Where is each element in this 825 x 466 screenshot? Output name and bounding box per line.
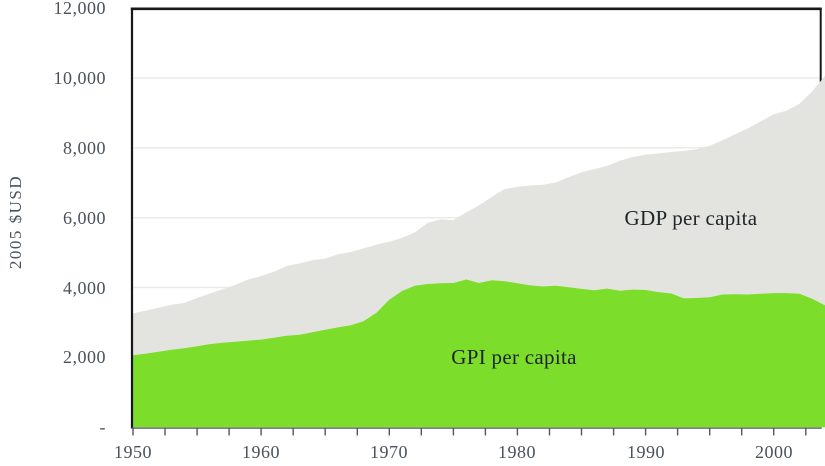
x-tick-label: 1970 [370, 442, 408, 462]
x-tick-label: 2000 [755, 442, 793, 462]
x-tick-label: 1990 [627, 442, 665, 462]
x-tick-label: 1950 [114, 442, 152, 462]
gpi-area [133, 279, 825, 428]
gpi-area-label: GPI per capita [451, 345, 577, 369]
y-tick-label: 4,000 [63, 278, 106, 298]
y-tick-label: 12,000 [53, 0, 106, 18]
x-tick-label: 1980 [498, 442, 536, 462]
y-tick-label: 2,000 [63, 347, 106, 367]
gdp-area-label: GDP per capita [624, 206, 758, 230]
y-tick-label: 6,000 [63, 208, 106, 228]
y-tick-label: - [99, 417, 106, 437]
x-tick-label: 1960 [242, 442, 280, 462]
y-tick-label: 10,000 [53, 68, 106, 88]
y-tick-label: 8,000 [63, 138, 106, 158]
